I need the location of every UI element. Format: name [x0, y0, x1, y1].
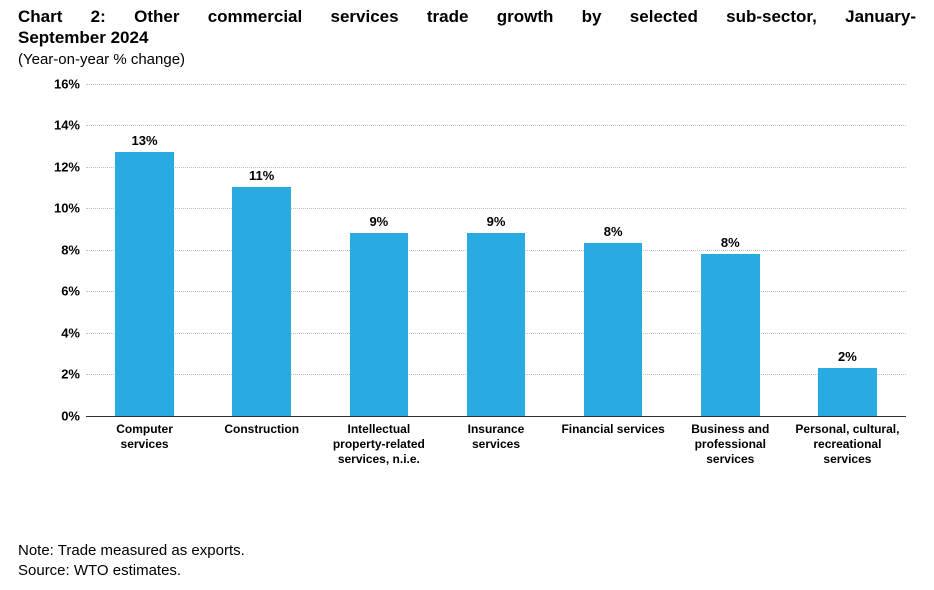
- x-tick-label: Construction: [209, 422, 315, 437]
- value-label: 8%: [700, 235, 760, 250]
- bar: [232, 187, 291, 415]
- value-label: 11%: [232, 168, 292, 183]
- bar: [467, 233, 526, 416]
- bar: [115, 152, 174, 416]
- gridline: [86, 167, 906, 168]
- x-tick-label: Insurance services: [443, 422, 549, 452]
- chart-subtitle: (Year-on-year % change): [18, 51, 916, 68]
- gridline: [86, 84, 906, 85]
- bar: [584, 243, 643, 415]
- x-tick-label: Personal, cultural, recreational service…: [794, 422, 900, 467]
- x-tick-label: Financial services: [560, 422, 666, 437]
- value-label: 13%: [115, 133, 175, 148]
- x-axis-labels: Computer services Construction Intellectua…: [86, 422, 906, 478]
- y-tick-label: 8%: [34, 242, 80, 257]
- chart-footer: Note: Trade measured as exports. Source:…: [18, 541, 245, 580]
- plot-region: 13% 11% 9% 9% 8% 8% 2%: [86, 84, 906, 417]
- gridline: [86, 208, 906, 209]
- chart-container: Chart 2: Other commercial services trade…: [0, 0, 934, 590]
- gridline: [86, 125, 906, 126]
- x-tick-label: Computer services: [92, 422, 198, 452]
- value-label: 2%: [817, 349, 877, 364]
- bar: [350, 233, 409, 416]
- x-tick-label: Business and professional services: [677, 422, 783, 467]
- value-label: 9%: [466, 214, 526, 229]
- chart-source: Source: WTO estimates.: [18, 561, 245, 581]
- y-tick-label: 16%: [34, 76, 80, 91]
- y-tick-label: 0%: [34, 408, 80, 423]
- y-tick-label: 6%: [34, 284, 80, 299]
- y-tick-label: 2%: [34, 367, 80, 382]
- chart-area: 13% 11% 9% 9% 8% 8% 2% Computer services Constr…: [28, 76, 908, 466]
- value-label: 8%: [583, 224, 643, 239]
- x-tick-label: Intellectual property-related services, …: [326, 422, 432, 467]
- bar: [818, 368, 877, 416]
- y-tick-label: 12%: [34, 159, 80, 174]
- value-label: 9%: [349, 214, 409, 229]
- chart-note: Note: Trade measured as exports.: [18, 541, 245, 561]
- bar: [701, 254, 760, 416]
- y-tick-label: 10%: [34, 201, 80, 216]
- chart-title-line1: Chart 2: Other commercial services trade…: [18, 6, 916, 27]
- y-tick-label: 14%: [34, 118, 80, 133]
- chart-title-line2: September 2024: [18, 27, 916, 48]
- y-tick-label: 4%: [34, 325, 80, 340]
